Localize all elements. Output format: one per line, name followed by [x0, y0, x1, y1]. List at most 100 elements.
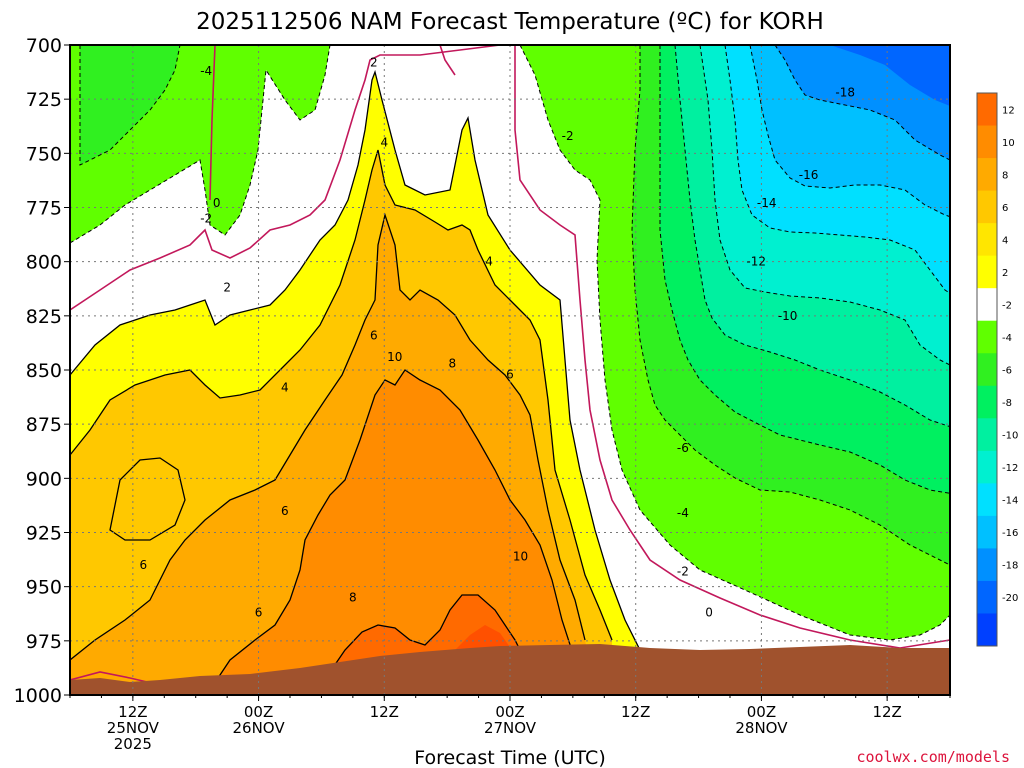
contour-label: -12 [746, 255, 766, 269]
colorbar-label: 6 [1002, 203, 1008, 214]
colorbar-frame [976, 92, 998, 647]
contour-label: 10 [387, 350, 402, 364]
contour-label: 0 [213, 196, 221, 210]
credit-text: coolwx.com/models [856, 748, 1010, 766]
warm-contours [70, 69, 651, 691]
colorbar-swatch [977, 385, 997, 419]
colorbar-swatch [977, 483, 997, 517]
contour-label: -10 [778, 309, 798, 323]
contour-label: 6 [506, 367, 514, 381]
colorbar-label: -16 [1002, 528, 1018, 539]
colorbar-swatch [977, 255, 997, 289]
contour-label: 0 [705, 606, 713, 620]
contour-label: 2 [370, 55, 378, 69]
colorbar: 12 10 8 6 4 2 -2 -4 -6 -8 -10 -12 -14 -16 -18 -20 [976, 92, 1018, 647]
x-tick-label: 12Z [118, 703, 147, 721]
contour-label: -2 [200, 211, 212, 225]
contour-label: 4 [281, 380, 289, 394]
colorbar-swatch [977, 93, 997, 127]
colorbar-label: 8 [1002, 170, 1008, 181]
y-tick-label: 700 [26, 35, 62, 57]
x-tick-label: 12Z [370, 703, 399, 721]
x-tick-label: 12Z [621, 703, 650, 721]
y-tick-label: 750 [26, 143, 62, 165]
y-tick-label: 875 [26, 414, 62, 436]
x-tick-label: 00Z [747, 703, 776, 721]
y-tick-label: 725 [26, 89, 62, 111]
y-tick-label: 925 [26, 523, 62, 545]
y-tick-label: 775 [26, 198, 62, 220]
x-tick-label: 25NOV [107, 719, 160, 737]
colorbar-label: -4 [1002, 333, 1012, 344]
fill-peak-12 [455, 625, 512, 650]
colorbar-label: -8 [1002, 398, 1012, 409]
colorbar-swatch [977, 190, 997, 224]
colorbar-label: -10 [1002, 431, 1018, 442]
x-tick-label: 00Z [244, 703, 273, 721]
contour-label: 6 [370, 328, 378, 342]
colorbar-label: -20 [1002, 593, 1018, 604]
y-tick-label: 800 [26, 252, 62, 274]
contour-label: -2 [562, 129, 574, 143]
colorbar-label: 2 [1002, 268, 1008, 279]
colorbar-label: 12 [1002, 105, 1015, 116]
colorbar-swatch [977, 613, 997, 647]
contour-label: 6 [255, 606, 263, 620]
fill-upper-left-minus-4 [80, 45, 180, 165]
colorbar-label: 10 [1002, 138, 1015, 149]
colorbar-swatch [977, 223, 997, 257]
contour-label: -4 [677, 506, 689, 520]
colorbar-swatch [977, 580, 997, 614]
y-tick-label: 950 [26, 577, 62, 599]
contour-label: 4 [485, 255, 493, 269]
colorbar-swatch [977, 320, 997, 354]
x-axis-label: Forecast Time (UTC) [414, 747, 605, 768]
x-tick-label: 2025 [114, 735, 152, 753]
contour-label: -2 [677, 565, 689, 579]
colorbar-swatch [977, 125, 997, 159]
contour-label: 6 [281, 504, 289, 518]
colorbar-swatch [977, 418, 997, 452]
gridlines [70, 45, 950, 695]
contour-label: 6 [140, 558, 148, 572]
colorbar-label: -12 [1002, 463, 1018, 474]
colorbar-swatch [977, 548, 997, 582]
contour-label: -4 [200, 64, 212, 78]
colorbar-label: -6 [1002, 366, 1012, 377]
chart-title: 2025112506 NAM Forecast Temperature (ºC)… [196, 9, 824, 35]
y-tick-label: 900 [26, 468, 62, 490]
contour-label: 8 [449, 357, 457, 371]
x-tick-label: 00Z [495, 703, 524, 721]
fill-below-minus-20 [830, 45, 950, 106]
contour-label: 8 [349, 591, 357, 605]
y-axis: 700 725 750 775 800 825 850 875 900 925 950 975 1000 [14, 35, 70, 707]
contour-label: 10 [513, 549, 528, 563]
colorbar-label: -18 [1002, 561, 1018, 572]
colorbar-swatch [977, 450, 997, 484]
contour-label: 2 [223, 281, 231, 295]
y-tick-label: 975 [26, 631, 62, 653]
x-tick-label: 26NOV [233, 719, 286, 737]
y-tick-label: 1000 [14, 685, 62, 707]
y-tick-label: 850 [26, 360, 62, 382]
colorbar-swatch [977, 288, 997, 322]
contour-label: 4 [380, 136, 388, 150]
contour-label: -6 [677, 441, 689, 455]
colorbar-label: -14 [1002, 496, 1018, 507]
colorbar-label: -2 [1002, 300, 1012, 311]
contour-label: -14 [757, 196, 777, 210]
x-tick-label: 28NOV [735, 719, 788, 737]
colorbar-swatch [977, 353, 997, 387]
contour-label: -16 [799, 168, 819, 182]
colorbar-swatch [977, 158, 997, 192]
y-tick-label: 825 [26, 306, 62, 328]
colorbar-label: 4 [1002, 235, 1008, 246]
x-tick-label: 12Z [872, 703, 901, 721]
cold-contours [70, 45, 950, 641]
x-tick-label: 27NOV [484, 719, 537, 737]
colorbar-swatch [977, 515, 997, 549]
